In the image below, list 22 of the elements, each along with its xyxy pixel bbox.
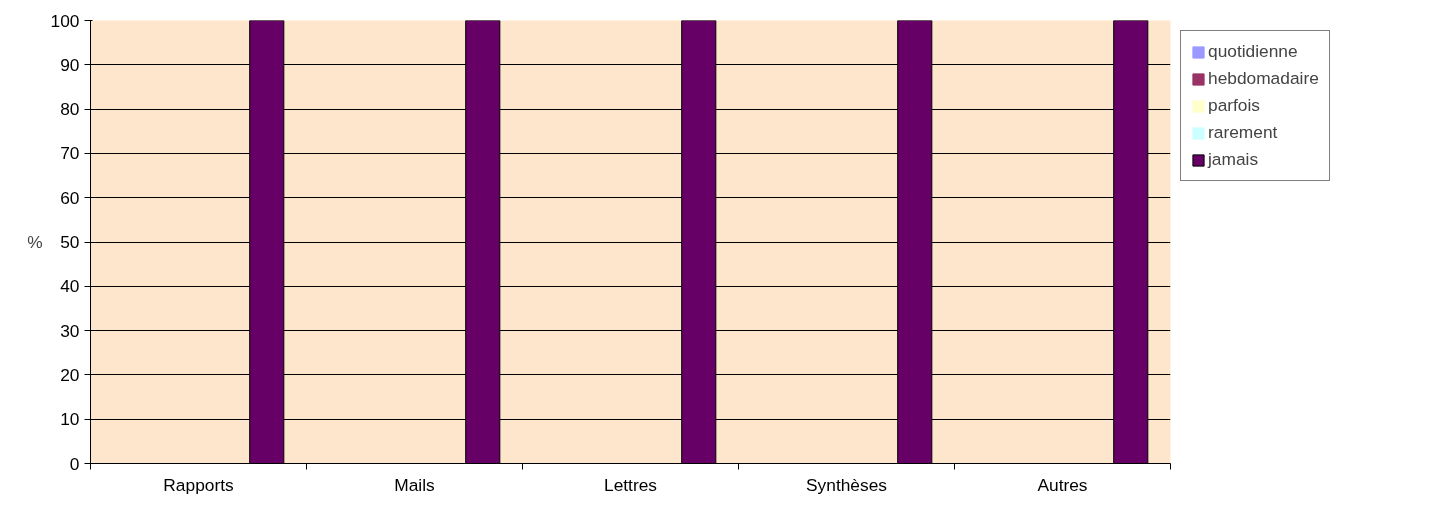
y-tick-label: 100 [50, 10, 80, 31]
x-tick-label: Rapports [163, 474, 234, 495]
legend-label: rarement [1208, 122, 1278, 143]
y-tick-label: 10 [60, 409, 80, 430]
x-tick-label: Autres [1037, 474, 1088, 495]
x-tick-label: Mails [394, 474, 436, 495]
y-tick-label: 0 [69, 453, 80, 474]
y-axis-title: % [27, 232, 43, 252]
y-tick-label: 80 [60, 99, 80, 120]
y-tick-label: 60 [60, 187, 80, 208]
legend-label: parfois [1208, 95, 1261, 116]
x-tick-label: Synthèses [806, 474, 888, 495]
y-tick-label: 40 [60, 276, 80, 297]
legend-label: quotidienne [1208, 41, 1298, 62]
legend-label: jamais [1208, 149, 1259, 170]
y-tick-label: 70 [60, 143, 80, 164]
y-tick-label: 90 [60, 54, 80, 75]
legend-label: hebdomadaire [1208, 68, 1319, 89]
y-tick-label: 30 [60, 320, 80, 341]
y-tick-label: 20 [60, 364, 80, 385]
y-tick-label: 50 [60, 232, 80, 252]
x-tick-label: Lettres [604, 474, 658, 495]
